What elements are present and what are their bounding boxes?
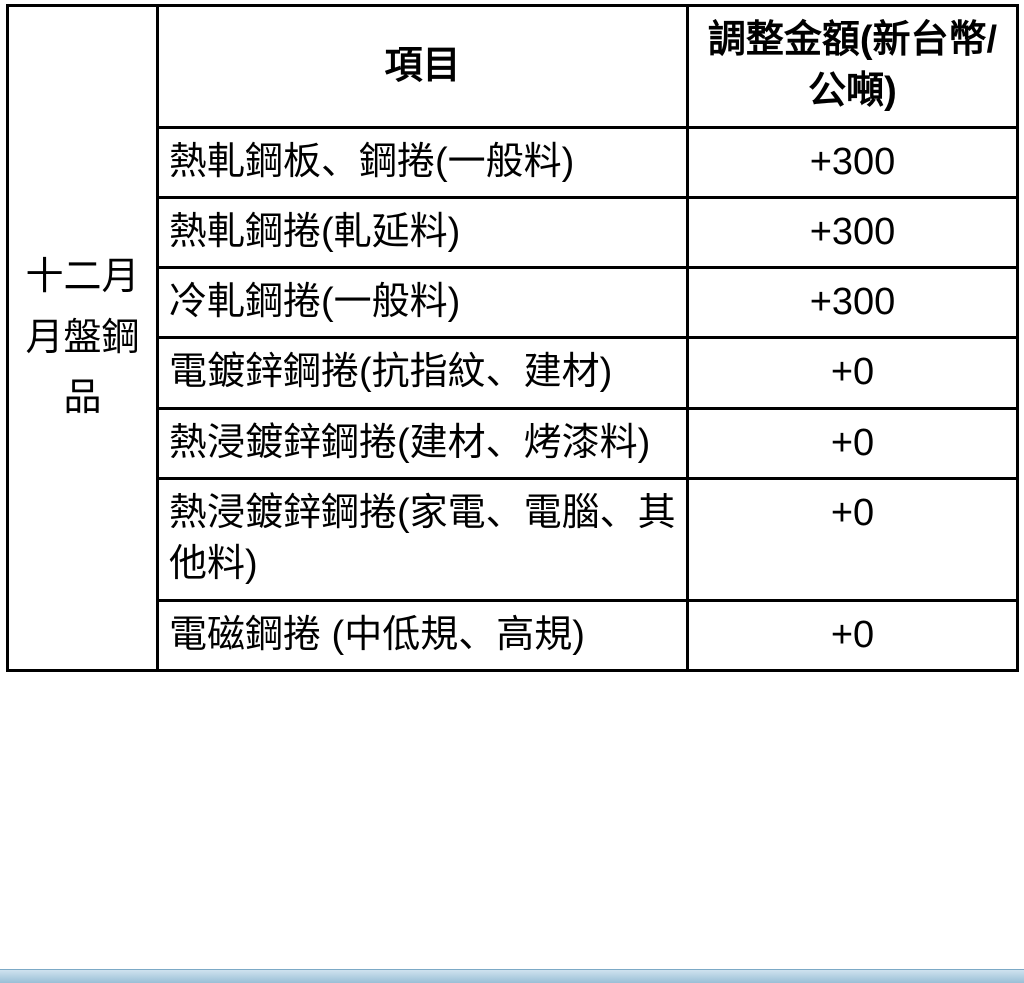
- item-cell: 熱軋鋼捲(軋延料): [158, 197, 688, 267]
- item-cell: 熱軋鋼板、鋼捲(一般料): [158, 127, 688, 197]
- steel-price-table: 十二月月盤鋼品 項目 調整金額(新台幣/公噸) 熱軋鋼板、鋼捲(一般料) +30…: [6, 4, 1019, 672]
- table-row: 電磁鋼捲 (中低規、高規) +0: [8, 600, 1018, 670]
- item-cell: 熱浸鍍鋅鋼捲(家電、電腦、其他料): [158, 479, 688, 601]
- column-header-amount: 調整金額(新台幣/公噸): [688, 6, 1018, 128]
- amount-cell: +0: [688, 479, 1018, 601]
- table-row: 熱軋鋼板、鋼捲(一般料) +300: [8, 127, 1018, 197]
- item-cell: 熱浸鍍鋅鋼捲(建材、烤漆料): [158, 408, 688, 478]
- table-row: 電鍍鋅鋼捲(抗指紋、建材) +0: [8, 338, 1018, 408]
- category-cell: 十二月月盤鋼品: [8, 6, 158, 671]
- amount-cell: +0: [688, 408, 1018, 478]
- table-row: 熱軋鋼捲(軋延料) +300: [8, 197, 1018, 267]
- footer-stripe: [0, 969, 1024, 983]
- table-header-row: 十二月月盤鋼品 項目 調整金額(新台幣/公噸): [8, 6, 1018, 128]
- item-cell: 冷軋鋼捲(一般料): [158, 268, 688, 338]
- amount-cell: +0: [688, 338, 1018, 408]
- amount-cell: +300: [688, 197, 1018, 267]
- item-cell: 電磁鋼捲 (中低規、高規): [158, 600, 688, 670]
- table-row: 熱浸鍍鋅鋼捲(建材、烤漆料) +0: [8, 408, 1018, 478]
- amount-cell: +300: [688, 127, 1018, 197]
- amount-cell: +300: [688, 268, 1018, 338]
- item-cell: 電鍍鋅鋼捲(抗指紋、建材): [158, 338, 688, 408]
- table-row: 冷軋鋼捲(一般料) +300: [8, 268, 1018, 338]
- page-container: 十二月月盤鋼品 項目 調整金額(新台幣/公噸) 熱軋鋼板、鋼捲(一般料) +30…: [0, 0, 1024, 983]
- table-row: 熱浸鍍鋅鋼捲(家電、電腦、其他料) +0: [8, 479, 1018, 601]
- column-header-item: 項目: [158, 6, 688, 128]
- amount-cell: +0: [688, 600, 1018, 670]
